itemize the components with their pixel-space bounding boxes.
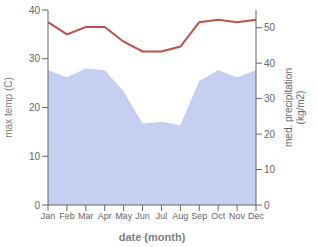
svg-text:Mar: Mar [78,211,94,221]
svg-text:20: 20 [264,129,276,140]
svg-text:date (month): date (month) [119,231,186,243]
svg-text:0: 0 [34,200,40,211]
svg-text:30: 30 [264,93,276,104]
svg-text:10: 10 [29,151,41,162]
svg-text:50: 50 [264,22,276,33]
svg-text:Dec: Dec [248,211,265,221]
svg-text:20: 20 [29,102,41,113]
svg-text:Jan: Jan [41,211,56,221]
svg-text:0: 0 [264,200,270,211]
svg-text:Aug: Aug [172,211,188,221]
svg-text:May: May [115,211,133,221]
svg-text:Oct: Oct [211,211,226,221]
svg-text:Feb: Feb [59,211,75,221]
svg-text:Jun: Jun [135,211,150,221]
svg-text:30: 30 [29,53,41,64]
svg-text:max temp (C): max temp (C) [8,77,14,138]
svg-text:Apr: Apr [98,211,112,221]
svg-text:med. precipitation(kg/m2): med. precipitation(kg/m2) [283,68,306,147]
svg-text:40: 40 [29,5,41,16]
svg-text:40: 40 [264,58,276,69]
svg-text:Jul: Jul [156,211,168,221]
svg-text:10: 10 [264,164,276,175]
svg-text:Nov: Nov [229,211,246,221]
svg-text:Sep: Sep [191,211,207,221]
